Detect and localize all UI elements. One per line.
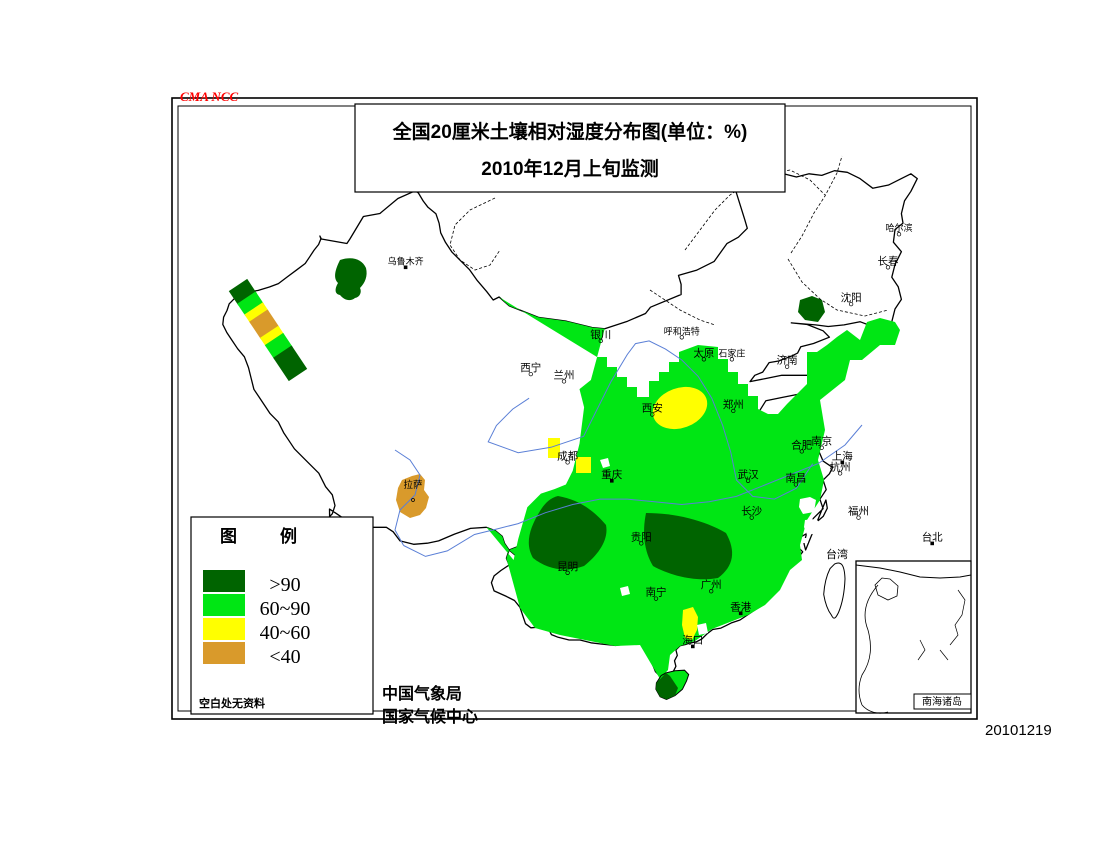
svg-text:济南: 济南 — [777, 354, 798, 367]
svg-text:2010年12月上旬监测: 2010年12月上旬监测 — [481, 157, 658, 180]
svg-text:CMA NCC: CMA NCC — [180, 89, 238, 104]
svg-text:合肥: 合肥 — [791, 438, 812, 451]
svg-text:空白处无资料: 空白处无资料 — [199, 696, 265, 710]
svg-text:图: 图 — [220, 527, 237, 546]
svg-text:西安: 西安 — [642, 402, 663, 415]
svg-text:例: 例 — [280, 526, 297, 546]
svg-text:石家庄: 石家庄 — [718, 347, 745, 358]
svg-text:20101219: 20101219 — [985, 722, 1052, 739]
svg-text:沈阳: 沈阳 — [841, 291, 862, 304]
svg-text:<40: <40 — [269, 646, 300, 668]
svg-text:郑州: 郑州 — [723, 398, 744, 411]
svg-text:长沙: 长沙 — [741, 506, 762, 518]
svg-text:呼和浩特: 呼和浩特 — [664, 325, 700, 336]
svg-text:贵阳: 贵阳 — [631, 530, 652, 543]
svg-text:40~60: 40~60 — [260, 622, 311, 644]
svg-text:南京: 南京 — [811, 435, 832, 448]
svg-text:重庆: 重庆 — [601, 468, 622, 481]
svg-text:兰州: 兰州 — [554, 368, 575, 381]
svg-text:香港: 香港 — [730, 601, 751, 613]
svg-text:国家气候中心: 国家气候中心 — [382, 707, 478, 726]
svg-text:长春: 长春 — [878, 255, 899, 267]
svg-text:南昌: 南昌 — [785, 472, 806, 485]
svg-text:武汉: 武汉 — [738, 468, 759, 481]
svg-text:拉萨: 拉萨 — [403, 479, 423, 491]
svg-text:成都: 成都 — [557, 450, 578, 462]
svg-text:广州: 广州 — [701, 579, 722, 591]
svg-text:太原: 太原 — [693, 346, 714, 359]
svg-text:昆明: 昆明 — [557, 561, 578, 573]
svg-text:杭州: 杭州 — [830, 460, 851, 473]
svg-text:银川: 银川 — [590, 328, 611, 341]
svg-text:哈尔滨: 哈尔滨 — [885, 222, 912, 233]
svg-text:台北: 台北 — [922, 530, 943, 543]
svg-text:福州: 福州 — [848, 505, 869, 518]
svg-text:60~90: 60~90 — [260, 598, 311, 620]
svg-text:西宁: 西宁 — [520, 361, 541, 374]
svg-text:>90: >90 — [269, 574, 300, 596]
svg-text:南海诸岛: 南海诸岛 — [922, 695, 962, 708]
svg-text:乌鲁木齐: 乌鲁木齐 — [388, 255, 424, 266]
svg-text:全国20厘米土壤相对湿度分布图(单位：%): 全国20厘米土壤相对湿度分布图(单位：%) — [392, 120, 748, 143]
svg-text:中国气象局: 中国气象局 — [382, 684, 462, 703]
svg-text:台湾: 台湾 — [826, 547, 848, 561]
svg-text:海口: 海口 — [682, 633, 703, 646]
svg-text:南宁: 南宁 — [646, 586, 667, 599]
